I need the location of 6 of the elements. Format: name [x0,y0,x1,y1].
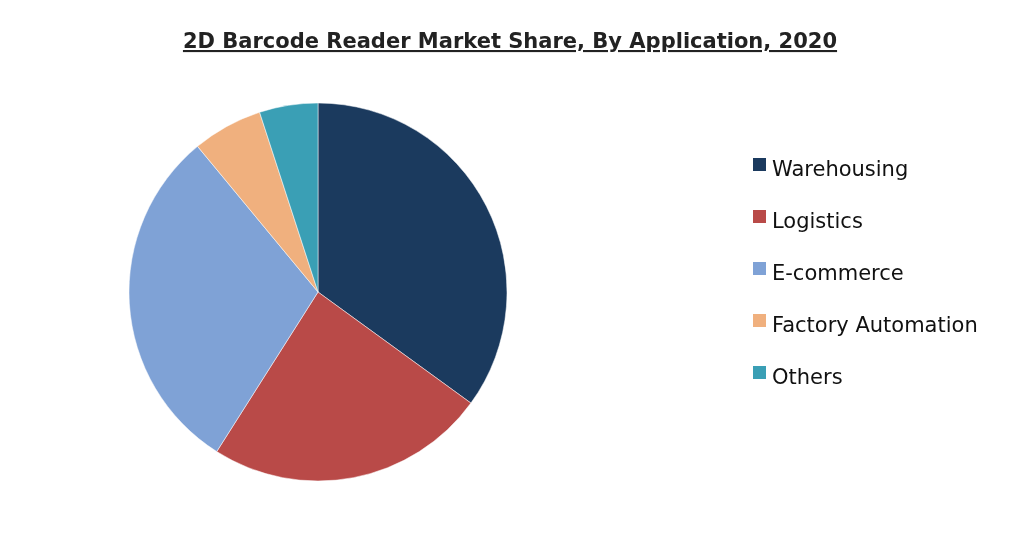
legend-label: E-commerce [772,261,904,285]
legend-label: Logistics [772,209,863,233]
legend-label: Warehousing [772,157,909,181]
legend-label: Others [772,365,843,389]
chart-title: 2D Barcode Reader Market Share, By Application, 2020 [182,29,838,53]
legend-label: Factory Automation [772,313,978,337]
